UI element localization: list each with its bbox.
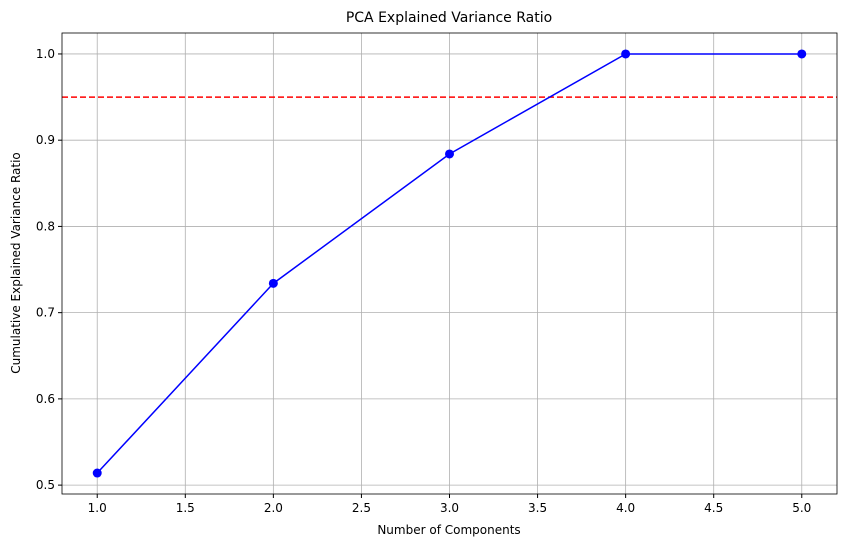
point	[92, 468, 102, 478]
x-tick-label: 1.0	[88, 501, 107, 515]
point	[445, 149, 454, 159]
y-tick-label: 0.7	[36, 306, 55, 320]
y-tick-label: 0.9	[36, 133, 55, 147]
chart-title: PCA Explained Variance Ratio	[346, 10, 552, 26]
x-tick-label: 3.5	[528, 501, 547, 515]
x-tick-label: 4.5	[704, 501, 723, 515]
point	[268, 278, 278, 288]
y-axis-label: Cumulative Explained Variance Ratio	[9, 152, 23, 374]
y-tick-label: 0.8	[36, 219, 55, 233]
y-tick-label: 1.0	[36, 47, 55, 61]
x-tick-label: 3.0	[440, 501, 459, 515]
y-tick-label: 0.6	[36, 392, 55, 406]
x-tick-label: 2.5	[352, 501, 371, 515]
x-tick-label: 5.0	[792, 501, 811, 515]
plot-frame	[61, 32, 838, 495]
x-tick-label: 4.0	[616, 501, 635, 515]
point	[621, 49, 631, 59]
x-tick-label: 1.5	[176, 501, 195, 515]
point	[797, 49, 807, 59]
x-tick-label: 2.0	[264, 501, 283, 515]
y-tick-label: 0.5	[36, 478, 55, 492]
x-axis-label: Number of Components	[377, 523, 520, 537]
